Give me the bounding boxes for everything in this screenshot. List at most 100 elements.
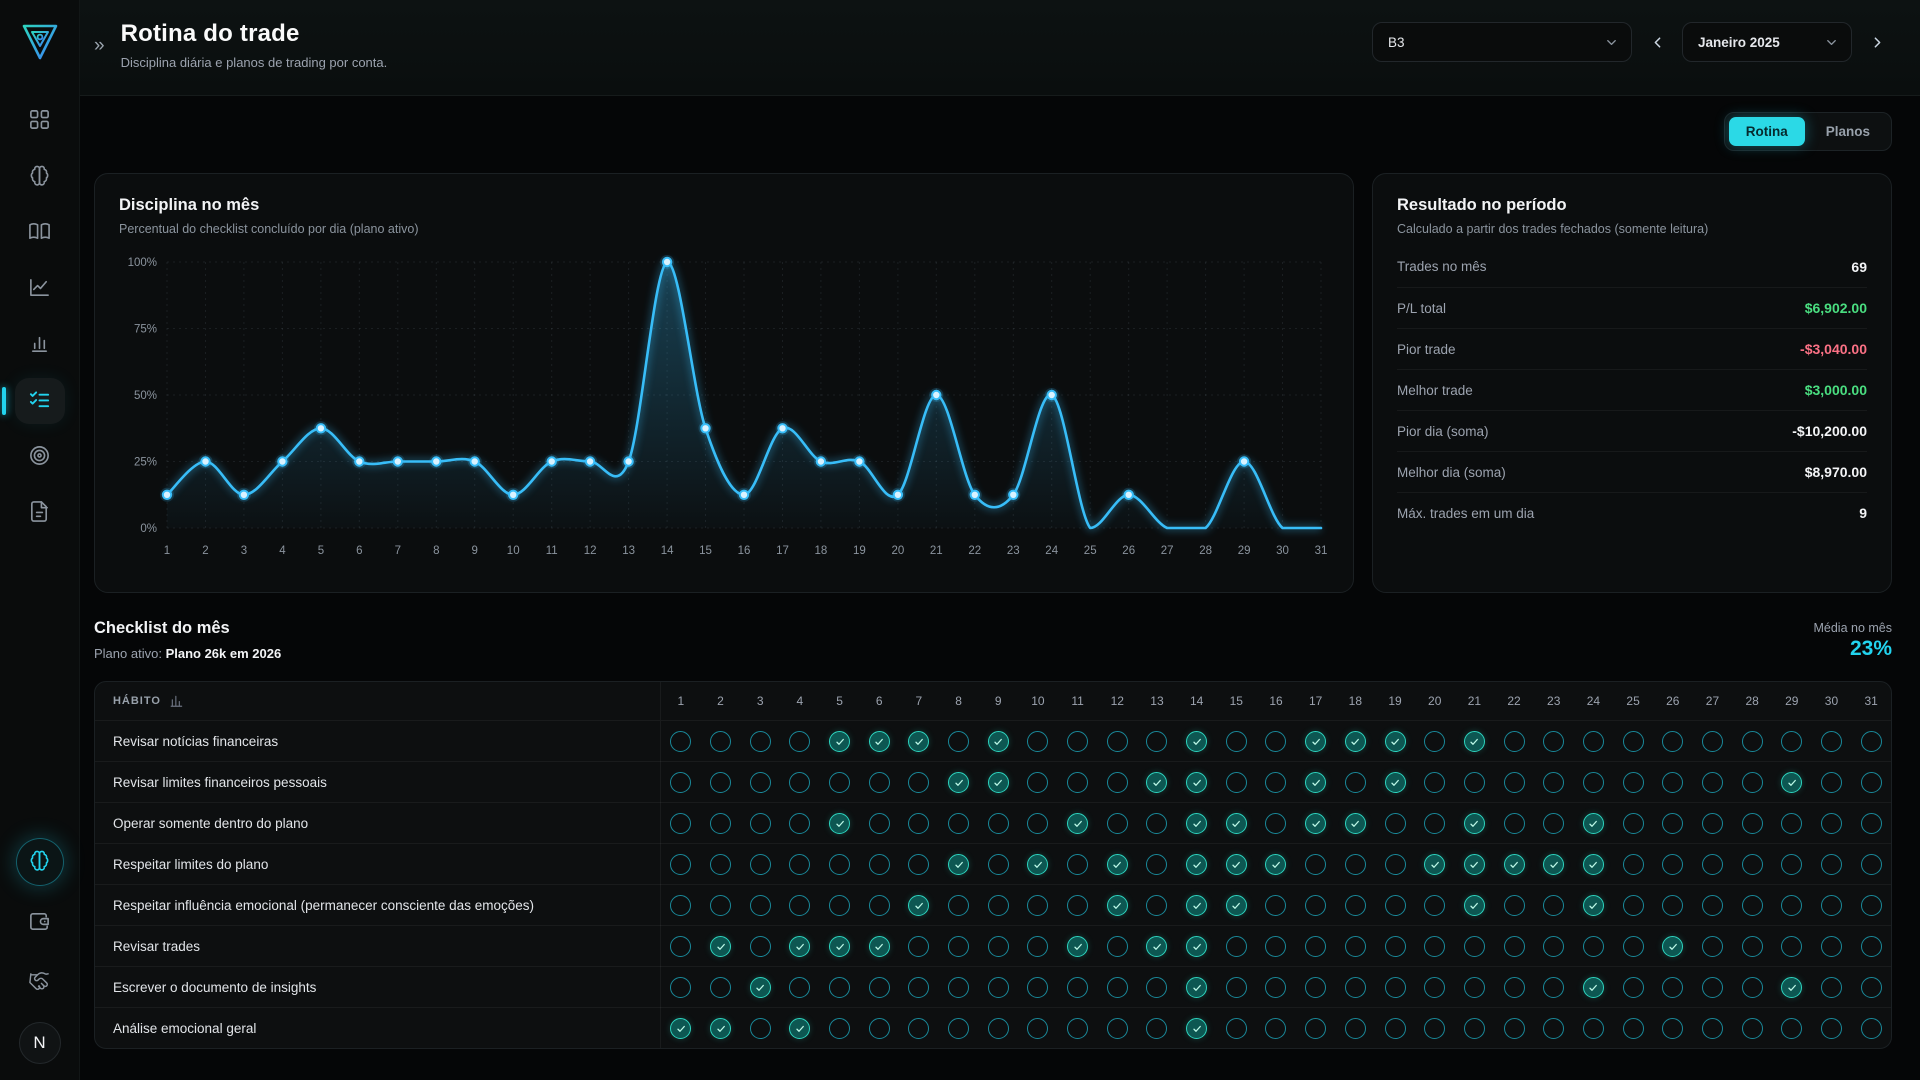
next-month-button[interactable] bbox=[1862, 24, 1892, 60]
habit-day-checkbox[interactable] bbox=[1741, 772, 1763, 793]
habit-day-checkbox[interactable] bbox=[749, 854, 771, 875]
prev-month-button[interactable] bbox=[1642, 24, 1672, 60]
habit-day-checkbox[interactable] bbox=[710, 854, 731, 875]
habit-day-checkbox[interactable] bbox=[1463, 936, 1485, 957]
habit-day-checkbox[interactable] bbox=[1662, 977, 1684, 998]
habit-day-checkbox[interactable] bbox=[1622, 772, 1644, 793]
habit-day-checkbox[interactable] bbox=[1582, 772, 1604, 793]
habit-day-checkbox[interactable] bbox=[670, 813, 692, 834]
habit-day-checkbox[interactable] bbox=[1225, 895, 1247, 916]
habit-day-checkbox[interactable] bbox=[1503, 854, 1525, 875]
habit-day-checkbox[interactable] bbox=[789, 895, 811, 916]
habit-day-checkbox[interactable] bbox=[749, 731, 771, 752]
habit-day-checkbox[interactable] bbox=[1067, 854, 1089, 875]
habit-day-checkbox[interactable] bbox=[1622, 1018, 1644, 1039]
habit-day-checkbox[interactable] bbox=[749, 1018, 771, 1039]
sidebar-item-partners[interactable] bbox=[15, 960, 65, 1006]
habit-day-checkbox[interactable] bbox=[908, 936, 930, 957]
habit-day-checkbox[interactable] bbox=[1463, 813, 1485, 834]
habit-day-checkbox[interactable] bbox=[1344, 977, 1366, 998]
habit-day-checkbox[interactable] bbox=[1424, 854, 1446, 875]
habit-day-checkbox[interactable] bbox=[1424, 895, 1446, 916]
habit-day-checkbox[interactable] bbox=[1106, 813, 1128, 834]
habit-day-checkbox[interactable] bbox=[789, 772, 811, 793]
habit-day-checkbox[interactable] bbox=[749, 813, 771, 834]
habit-day-checkbox[interactable] bbox=[670, 731, 692, 752]
habit-day-checkbox[interactable] bbox=[1344, 772, 1366, 793]
habit-day-checkbox[interactable] bbox=[1146, 977, 1168, 998]
habit-day-checkbox[interactable] bbox=[987, 772, 1009, 793]
habit-day-checkbox[interactable] bbox=[1225, 1018, 1247, 1039]
habit-day-checkbox[interactable] bbox=[1543, 1018, 1565, 1039]
habit-day-checkbox[interactable] bbox=[829, 895, 851, 916]
habit-day-checkbox[interactable] bbox=[1860, 895, 1882, 916]
habit-day-checkbox[interactable] bbox=[670, 854, 692, 875]
habit-day-checkbox[interactable] bbox=[1781, 936, 1803, 957]
habit-day-checkbox[interactable] bbox=[829, 731, 851, 752]
habit-day-checkbox[interactable] bbox=[1543, 854, 1565, 875]
habit-day-checkbox[interactable] bbox=[1344, 1018, 1366, 1039]
habit-day-checkbox[interactable] bbox=[1860, 731, 1882, 752]
habit-day-checkbox[interactable] bbox=[1582, 895, 1604, 916]
habit-day-checkbox[interactable] bbox=[1305, 936, 1327, 957]
habit-day-checkbox[interactable] bbox=[1741, 1018, 1763, 1039]
habit-day-checkbox[interactable] bbox=[868, 936, 890, 957]
habit-day-checkbox[interactable] bbox=[1384, 977, 1406, 998]
habit-day-checkbox[interactable] bbox=[1781, 854, 1803, 875]
habit-day-checkbox[interactable] bbox=[1344, 854, 1366, 875]
habit-day-checkbox[interactable] bbox=[1186, 772, 1208, 793]
sidebar-item-goals[interactable] bbox=[15, 434, 65, 480]
habit-day-checkbox[interactable] bbox=[1225, 772, 1247, 793]
habit-day-checkbox[interactable] bbox=[1662, 854, 1684, 875]
habit-day-checkbox[interactable] bbox=[1027, 813, 1049, 834]
habit-day-checkbox[interactable] bbox=[1701, 1018, 1723, 1039]
habit-day-checkbox[interactable] bbox=[789, 731, 811, 752]
habit-day-checkbox[interactable] bbox=[829, 936, 851, 957]
habit-day-checkbox[interactable] bbox=[1741, 813, 1763, 834]
habit-day-checkbox[interactable] bbox=[710, 1018, 731, 1039]
habit-day-checkbox[interactable] bbox=[829, 1018, 851, 1039]
user-avatar[interactable]: N bbox=[18, 1022, 61, 1064]
habit-day-checkbox[interactable] bbox=[1543, 977, 1565, 998]
month-select[interactable]: Janeiro 2025 bbox=[1682, 22, 1852, 62]
habit-day-checkbox[interactable] bbox=[1305, 813, 1327, 834]
habit-day-checkbox[interactable] bbox=[1543, 813, 1565, 834]
habit-day-checkbox[interactable] bbox=[710, 731, 731, 752]
habit-day-checkbox[interactable] bbox=[1582, 731, 1604, 752]
habit-day-checkbox[interactable] bbox=[1225, 731, 1247, 752]
habit-day-checkbox[interactable] bbox=[908, 772, 930, 793]
habit-day-checkbox[interactable] bbox=[1781, 895, 1803, 916]
habit-day-checkbox[interactable] bbox=[1582, 813, 1604, 834]
habit-day-checkbox[interactable] bbox=[829, 977, 851, 998]
habit-day-checkbox[interactable] bbox=[670, 936, 692, 957]
habit-day-checkbox[interactable] bbox=[1384, 731, 1406, 752]
habit-day-checkbox[interactable] bbox=[948, 731, 970, 752]
habit-day-checkbox[interactable] bbox=[1424, 772, 1446, 793]
habit-day-checkbox[interactable] bbox=[868, 772, 890, 793]
habit-day-checkbox[interactable] bbox=[1622, 854, 1644, 875]
habit-day-checkbox[interactable] bbox=[1027, 936, 1049, 957]
sidebar-item-stats[interactable] bbox=[15, 322, 65, 368]
habit-day-checkbox[interactable] bbox=[1265, 854, 1287, 875]
habit-day-checkbox[interactable] bbox=[1067, 1018, 1089, 1039]
habit-day-checkbox[interactable] bbox=[1463, 731, 1485, 752]
sidebar-item-routine[interactable] bbox=[1, 378, 65, 424]
habit-day-checkbox[interactable] bbox=[1622, 936, 1644, 957]
habit-day-checkbox[interactable] bbox=[1067, 895, 1089, 916]
habit-day-checkbox[interactable] bbox=[1265, 895, 1287, 916]
habit-day-checkbox[interactable] bbox=[1701, 977, 1723, 998]
habit-day-checkbox[interactable] bbox=[908, 895, 930, 916]
habit-day-checkbox[interactable] bbox=[1186, 1018, 1208, 1039]
habit-day-checkbox[interactable] bbox=[1820, 731, 1842, 752]
habit-day-checkbox[interactable] bbox=[1701, 731, 1723, 752]
habit-day-checkbox[interactable] bbox=[987, 936, 1009, 957]
habit-day-checkbox[interactable] bbox=[1424, 1018, 1446, 1039]
habit-day-checkbox[interactable] bbox=[1424, 731, 1446, 752]
habit-day-checkbox[interactable] bbox=[1662, 1018, 1684, 1039]
habit-day-checkbox[interactable] bbox=[1265, 731, 1287, 752]
habit-day-checkbox[interactable] bbox=[710, 895, 731, 916]
habit-day-checkbox[interactable] bbox=[1463, 772, 1485, 793]
habit-day-checkbox[interactable] bbox=[1225, 977, 1247, 998]
habit-day-checkbox[interactable] bbox=[749, 977, 771, 998]
habit-day-checkbox[interactable] bbox=[1503, 1018, 1525, 1039]
